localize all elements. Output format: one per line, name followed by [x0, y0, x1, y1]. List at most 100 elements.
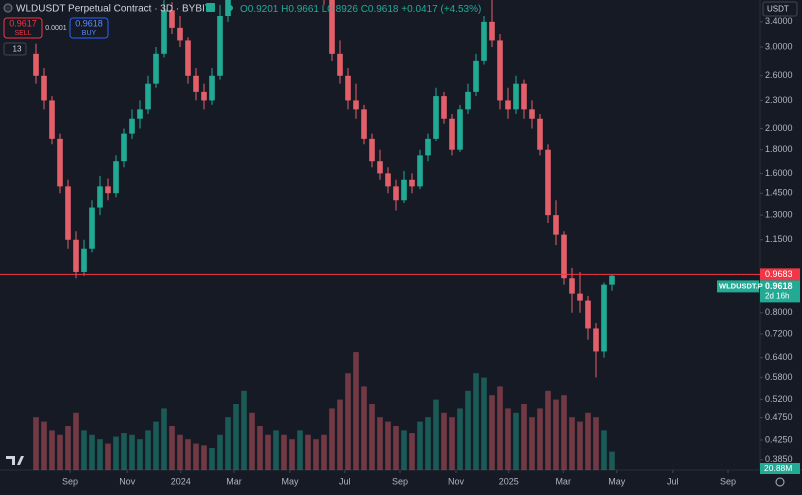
volume-bar	[121, 433, 127, 470]
buy-price: 0.9618	[75, 18, 103, 28]
candle-body	[369, 138, 375, 162]
ohlc-low: L0.8926	[322, 4, 359, 15]
candle-body	[169, 10, 175, 28]
y-tick-label: 1.6000	[765, 168, 793, 178]
volume-bar	[449, 417, 455, 470]
candle-body	[97, 186, 103, 208]
x-tick-label: 2024	[171, 476, 191, 486]
volume-bar	[377, 417, 383, 470]
volume-bar	[177, 434, 183, 470]
volume-bar	[201, 445, 207, 470]
y-tick-label: 0.4750	[765, 412, 793, 422]
candle-body	[609, 275, 615, 285]
volume-bar	[89, 434, 95, 470]
volume-bar	[233, 404, 239, 470]
y-tick-label: 0.5800	[765, 372, 793, 382]
volume-bar	[513, 412, 519, 470]
volume-bar	[521, 404, 527, 470]
sell-price: 0.9617	[9, 18, 37, 28]
candle-body	[561, 234, 567, 279]
x-tick-label: May	[608, 476, 626, 486]
overlay: WLDUSDT Perpetual Contract · 3D · BYBIT …	[3, 1, 798, 487]
volume-bar	[257, 426, 263, 470]
buy-button[interactable]	[69, 17, 109, 39]
volume-bar	[81, 430, 87, 470]
volume-bar	[209, 448, 215, 470]
volume-bar	[273, 430, 279, 470]
volume-bar	[113, 436, 119, 470]
volume-bar	[185, 439, 191, 470]
symbol-label: WLDUSDT.P	[719, 281, 763, 290]
volume-bar	[169, 426, 175, 470]
ohlc-high: H0.9661	[281, 4, 319, 15]
volume-bar	[425, 417, 431, 470]
volume-bar	[393, 426, 399, 470]
y-tick-label: 2.6000	[765, 70, 793, 80]
volume-bar	[33, 417, 39, 470]
indicators-count: 13	[13, 45, 22, 54]
volume-bar	[577, 421, 583, 470]
volume-bar	[401, 430, 407, 470]
candle-body	[105, 186, 111, 194]
candle-body	[33, 53, 39, 76]
y-tick-label: 0.6400	[765, 352, 793, 362]
volume-bar	[57, 434, 63, 470]
candle-body	[409, 179, 415, 187]
volume-bar	[609, 451, 615, 470]
y-tick-label: 1.1500	[765, 234, 793, 244]
candle-body	[73, 239, 79, 272]
candle-body	[153, 53, 159, 84]
y-tick-label: 2.3000	[765, 95, 793, 105]
volume-bar	[289, 439, 295, 470]
volume-bar	[321, 434, 327, 470]
indicators-toggle[interactable]	[3, 42, 27, 56]
candle-body	[593, 328, 599, 352]
candle-body	[353, 100, 359, 110]
ohlc: O0.9201 H0.9661 L0.8926 C0.9618 +0.0417 …	[240, 4, 481, 15]
ohlc-close: C0.9618	[361, 4, 399, 15]
candle-body	[217, 16, 223, 76]
volume-bar	[561, 395, 567, 470]
volume-bar	[193, 443, 199, 470]
volume-bar	[225, 417, 231, 470]
price-pane	[33, 0, 615, 378]
x-tick-label: Sep	[720, 476, 736, 486]
volume-bar	[457, 408, 463, 470]
candle-body	[329, 0, 335, 54]
volume-label: 20.88M	[764, 463, 792, 473]
x-tick-label: Sep	[392, 476, 408, 486]
volume-bar	[489, 395, 495, 470]
volume-bar	[593, 417, 599, 470]
y-tick-label: 0.7200	[765, 328, 793, 338]
buy-label: BUY	[82, 30, 97, 37]
x-tick-label: Jul	[339, 476, 351, 486]
volume-bar	[337, 399, 343, 470]
y-tick-label: 0.8000	[765, 307, 793, 317]
x-tick-label: 2025	[499, 476, 519, 486]
y-tick-label: 0.3850	[765, 454, 793, 464]
sell-button[interactable]	[3, 17, 43, 39]
candle-body	[393, 186, 399, 201]
volume-bar	[497, 386, 503, 470]
candle-body	[441, 96, 447, 119]
y-tick-label: 0.4250	[765, 434, 793, 444]
y-tick-label: 1.3000	[765, 210, 793, 220]
symbol-icon	[3, 3, 13, 13]
volume-bar	[361, 386, 367, 470]
volume-bar	[161, 408, 167, 470]
volume-bar	[545, 390, 551, 470]
volume-bar	[505, 408, 511, 470]
volume-bar	[305, 434, 311, 470]
volume-bar	[369, 404, 375, 470]
ohlc-change: +0.0417 (+4.53%)	[401, 4, 481, 15]
x-tick-label: Nov	[448, 476, 465, 486]
symbol-title[interactable]: WLDUSDT Perpetual Contract · 3D · BYBIT	[16, 4, 211, 15]
candle-body	[521, 83, 527, 110]
volume-bar	[601, 430, 607, 470]
settings-icon[interactable]	[775, 477, 785, 487]
candle-body	[337, 53, 343, 76]
currency-select[interactable]	[762, 1, 798, 17]
candle-body	[505, 100, 511, 110]
x-tick-label: Sep	[62, 476, 78, 486]
volume-bar	[441, 412, 447, 470]
